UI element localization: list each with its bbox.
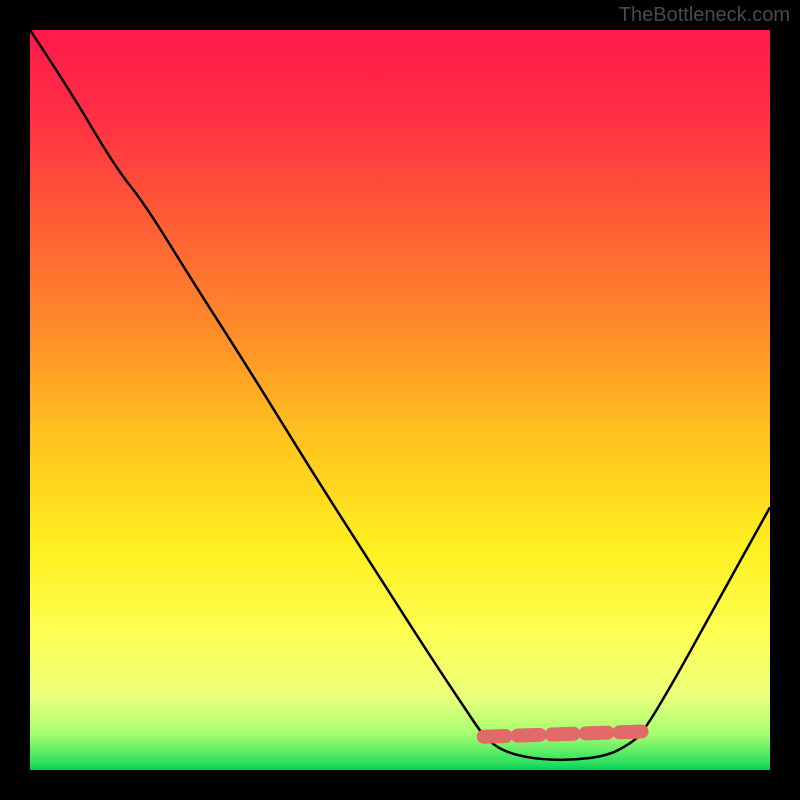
chart-plot-area bbox=[30, 30, 770, 770]
watermark-text: TheBottleneck.com bbox=[619, 4, 790, 27]
chart-gradient-background bbox=[30, 30, 770, 770]
optimal-range-highlight bbox=[484, 732, 643, 737]
chart-svg bbox=[30, 30, 770, 770]
